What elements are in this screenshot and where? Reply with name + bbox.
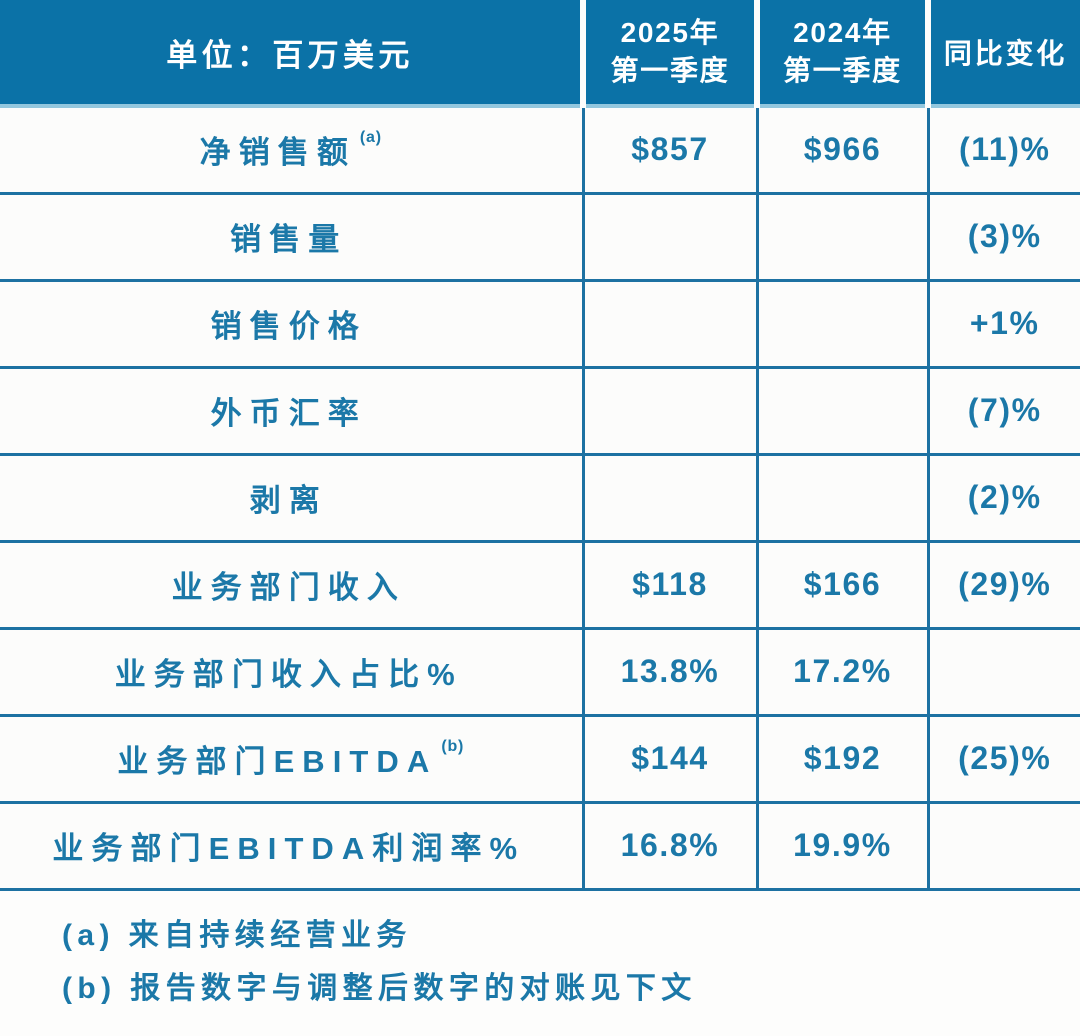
header-2025-line2: 第一季度 <box>610 55 730 86</box>
value-2025 <box>581 193 757 282</box>
value-2025 <box>581 280 757 369</box>
table-row-divestiture: 剥离 (2)% <box>0 454 1080 543</box>
unit-label: 单位：百万美元 <box>166 37 414 73</box>
row-label: 剥离 <box>0 454 583 543</box>
value-2024 <box>755 454 928 543</box>
value-2025: 13.8% <box>581 628 757 717</box>
header-2024-line2: 第一季度 <box>783 55 902 86</box>
value-2025 <box>581 367 757 456</box>
table-row-segment-income: 业务部门收入 $118 $166 (29)% <box>0 541 1080 630</box>
value-yoy <box>926 802 1080 891</box>
header-yoy-change-cell: 同比变化 <box>925 0 1080 108</box>
footnotes: (a) 来自持续经营业务 (b) 报告数字与调整后数字的对账见下文 <box>0 891 1080 1008</box>
row-label: 销售量 <box>0 193 583 282</box>
value-2025: $857 <box>581 106 757 195</box>
table-row-sales-price: 销售价格 +1% <box>0 280 1080 369</box>
row-label: 净销售额 (a) <box>0 106 583 195</box>
row-label-text: 业务部门收入 <box>171 570 406 605</box>
value-2025: 16.8% <box>581 802 757 891</box>
table-body: 净销售额 (a) $857 $966 (11)% 销售量 (3)% 销售价格 +1… <box>0 106 1080 891</box>
value-yoy: (29)% <box>926 541 1080 630</box>
footnote-a: (a) 来自持续经营业务 <box>62 918 412 952</box>
header-2024-q1-cell: 2024年 第一季度 <box>754 0 928 108</box>
table-row-segment-ebitda: 业务部门EBITDA (b) $144 $192 (25)% <box>0 715 1080 804</box>
header-unit-cell: 单位：百万美元 <box>0 0 583 108</box>
value-2024: 17.2% <box>755 628 928 717</box>
value-2025: $118 <box>581 541 757 630</box>
value-yoy: (11)% <box>926 106 1080 195</box>
value-2024: $166 <box>755 541 928 630</box>
row-label: 业务部门收入占比% <box>0 628 583 717</box>
row-label-text: 净销售额 <box>199 135 356 171</box>
row-label: 销售价格 <box>0 280 583 369</box>
table-row-segment-ebitda-margin: 业务部门EBITDA利润率% 16.8% 19.9% <box>0 802 1080 891</box>
value-2024: $966 <box>755 106 928 195</box>
footnote-b: (b) 报告数字与调整后数字的对账见下文 <box>62 972 697 1005</box>
table-row-net-sales: 净销售额 (a) $857 $966 (11)% <box>0 106 1080 195</box>
table-row-sales-volume: 销售量 (3)% <box>0 193 1080 282</box>
footnote-marker: (a) <box>359 129 382 147</box>
table-header: 单位：百万美元 2025年 第一季度 2024年 第一季度 同比变化 <box>0 0 1080 108</box>
value-2024 <box>755 367 928 456</box>
value-yoy: (3)% <box>926 193 1080 282</box>
table-row-foreign-exchange: 外币汇率 (7)% <box>0 367 1080 456</box>
financial-table: 单位：百万美元 2025年 第一季度 2024年 第一季度 同比变化 净销售额(… <box>0 0 1080 891</box>
value-yoy: (2)% <box>926 454 1080 543</box>
row-label-text: 业务部门EBITDA <box>117 744 438 779</box>
value-yoy: +1% <box>926 280 1080 369</box>
header-2024-line1: 2024年 <box>793 17 892 49</box>
value-yoy: (7)% <box>926 367 1080 456</box>
value-yoy: (25)% <box>926 715 1080 804</box>
row-label-text: 销售价格 <box>210 309 367 344</box>
row-label: 业务部门收入 <box>0 541 583 630</box>
header-2025-q1-cell: 2025年 第一季度 <box>580 0 757 108</box>
value-2024 <box>755 280 928 369</box>
row-label-text: 外币汇率 <box>210 396 367 431</box>
row-label-text: 业务部门EBITDA利润率% <box>52 831 526 866</box>
value-2025: $144 <box>581 715 757 804</box>
value-2024: 19.9% <box>755 802 928 891</box>
row-label-text: 剥离 <box>249 483 328 518</box>
row-label-text: 业务部门收入占比% <box>114 657 463 692</box>
row-label-text: 销售量 <box>230 222 348 257</box>
footnote-marker: (b) <box>441 738 465 755</box>
row-label: 业务部门EBITDA利润率% <box>0 802 583 891</box>
value-2025 <box>581 454 757 543</box>
row-label: 业务部门EBITDA (b) <box>0 715 583 804</box>
header-2025-line1: 2025年 <box>620 17 720 49</box>
header-row: 单位：百万美元 2025年 第一季度 2024年 第一季度 同比变化 <box>0 0 1080 108</box>
table-row-segment-income-percent: 业务部门收入占比% 13.8% 17.2% <box>0 628 1080 717</box>
yoy-change-label: 同比变化 <box>943 38 1068 69</box>
row-label: 外币汇率 <box>0 367 583 456</box>
value-2024 <box>755 193 928 282</box>
value-2024: $192 <box>755 715 928 804</box>
value-yoy <box>926 628 1080 717</box>
